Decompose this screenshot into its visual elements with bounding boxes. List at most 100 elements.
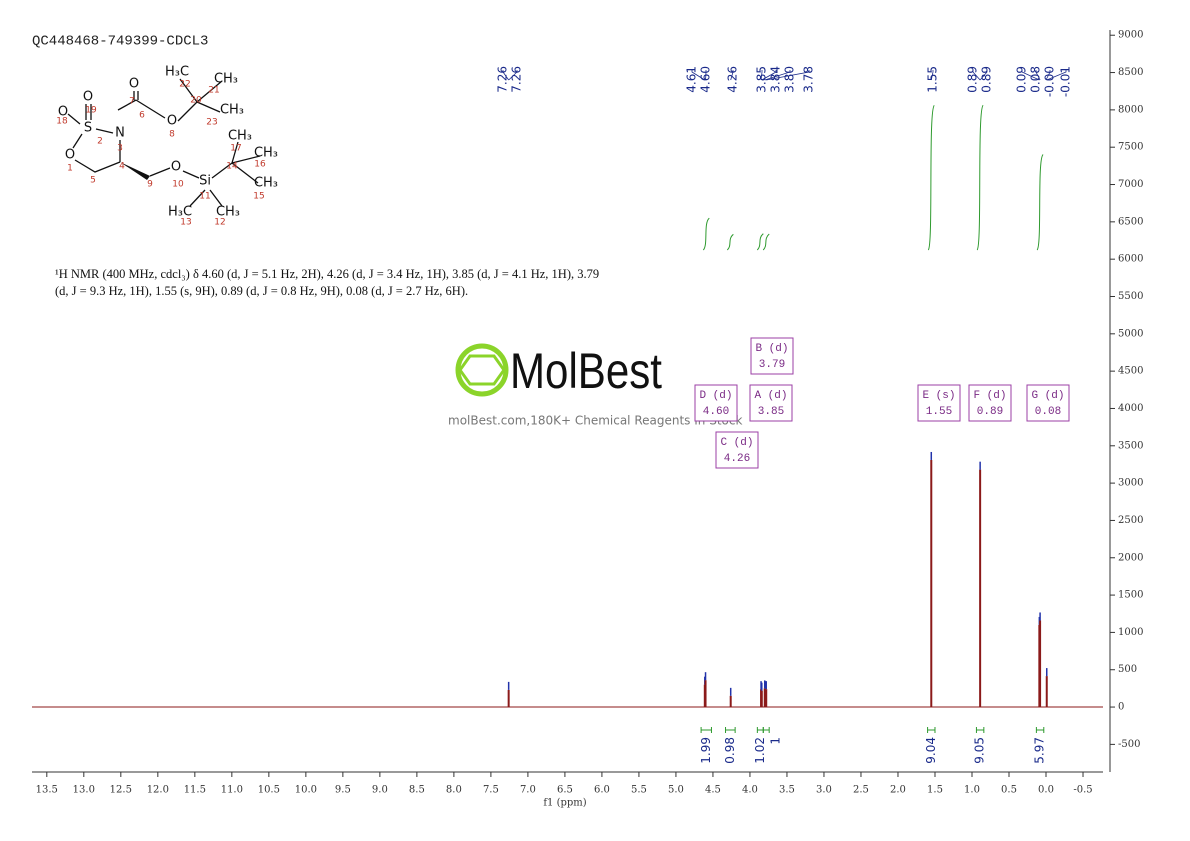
- description-text: ¹H NMR (400 MHz, cdcl₃) δ 4.60 (d, J = 5…: [55, 267, 600, 298]
- integral-label: 1: [769, 737, 783, 745]
- multiplet-name: C (d): [720, 437, 753, 449]
- x-tick-label: 7.5: [483, 785, 499, 796]
- atom-number: 20: [190, 96, 202, 106]
- atom-number: 19: [85, 106, 97, 116]
- x-tick-label: -0.5: [1073, 785, 1092, 796]
- y-tick-label: 7500: [1118, 142, 1143, 153]
- multiplet-box: [1026, 384, 1070, 422]
- y-tick-label: -500: [1118, 739, 1140, 750]
- x-tick-label: 11.5: [184, 785, 206, 796]
- peak-label: 0.89: [966, 66, 980, 93]
- multiplet-box: [694, 384, 738, 422]
- integral-bracket: [762, 727, 770, 733]
- y-tick-label: 9000: [1118, 30, 1143, 41]
- peak-label-leader: [730, 70, 734, 81]
- atom-label: O: [129, 77, 139, 92]
- y-tick-label: 4500: [1118, 366, 1143, 377]
- atom-label: H₃C: [168, 205, 192, 220]
- integral-label: 1.99: [699, 737, 713, 764]
- peak-label: 3.84: [769, 66, 783, 93]
- integral-label: 9.04: [924, 737, 938, 764]
- x-tick-label: 11.0: [221, 785, 243, 796]
- atom-label: H₃C: [165, 65, 189, 80]
- atom-number: 21: [208, 86, 219, 96]
- y-tick-label: 6500: [1118, 216, 1143, 227]
- multiplet-name: F (d): [973, 390, 1006, 402]
- multiplet-name: D (d): [699, 390, 732, 402]
- x-tick-label: 2.5: [853, 785, 869, 796]
- watermark-brand: MolBest: [510, 343, 662, 399]
- y-tick-label: 5500: [1118, 291, 1143, 302]
- atom-number: 17: [230, 144, 241, 154]
- peak-label: 0.09: [1015, 66, 1029, 93]
- x-tick-label: 4.0: [742, 785, 758, 796]
- atom-label: O: [171, 160, 181, 175]
- description: ¹H NMR (400 MHz, cdcl₃) δ 4.60 (d, J = 5…: [55, 267, 600, 298]
- x-tick-label: 6.5: [557, 785, 573, 796]
- peak-label: 0.08: [1029, 66, 1043, 93]
- y-tick-label: 1500: [1118, 590, 1143, 601]
- atom-label: Si: [199, 174, 211, 189]
- peak-label-leader: [1046, 70, 1067, 81]
- atom-label: CH₃: [216, 205, 240, 220]
- y-tick-label: 8000: [1118, 104, 1143, 115]
- multiplet-box: [750, 337, 794, 375]
- multiplet-shift: 3.85: [758, 406, 784, 418]
- integral-bracket: [927, 727, 936, 733]
- multiplet-box: [715, 431, 759, 469]
- x-tick-label: 12.5: [110, 785, 132, 796]
- peak-label: 0.89: [980, 66, 994, 93]
- atom-number: 12: [214, 218, 225, 228]
- y-tick-label: 3000: [1118, 478, 1143, 489]
- atom-label: O: [83, 90, 93, 105]
- peak-label-leader: [691, 70, 706, 81]
- x-tick-label: 13.5: [36, 785, 58, 796]
- multiplet-shift: 0.08: [1035, 406, 1061, 418]
- x-tick-label: 10.0: [295, 785, 317, 796]
- x-tick-label: 8.5: [409, 785, 425, 796]
- x-tick-label: 1.0: [964, 785, 980, 796]
- integral-bracket: [975, 727, 985, 733]
- x-tick-label: 10.5: [258, 785, 280, 796]
- integral-curve: [762, 233, 770, 251]
- peak-label-leader: [1021, 70, 1040, 81]
- peak-label-leader: [502, 70, 509, 81]
- multiplet-name: G (d): [1031, 390, 1064, 402]
- atom-number: 18: [56, 117, 68, 127]
- atom-number: 22: [179, 80, 190, 90]
- multiplet-box: [968, 384, 1012, 422]
- integral-label: 9.05: [973, 737, 987, 764]
- integral-curve: [756, 233, 764, 251]
- atom-number: 1: [67, 164, 73, 174]
- peak-label-leader: [972, 70, 981, 81]
- atom-number: 2: [97, 137, 103, 147]
- x-tick-label: 12.0: [147, 785, 169, 796]
- x-tick-label: 9.5: [335, 785, 351, 796]
- integral-label: 5.97: [1033, 737, 1047, 764]
- multiplet-box: [917, 384, 961, 422]
- atom-number: 13: [180, 218, 191, 228]
- y-tick-label: 8500: [1118, 67, 1143, 78]
- atom-label: CH₃: [214, 72, 238, 87]
- multiplet-name: B (d): [755, 343, 788, 355]
- watermark: MolBest molBest.com,180K+ Chemical Reage…: [448, 343, 742, 427]
- multiplet-name: E (s): [922, 390, 955, 402]
- x-axis-label: f1 (ppm): [543, 798, 586, 809]
- x-tick-label: 13.0: [73, 785, 95, 796]
- integral-curve: [1036, 154, 1044, 251]
- integral-curve: [927, 104, 935, 251]
- peak-label-leader: [979, 70, 988, 81]
- atom-label: O: [65, 148, 75, 163]
- atom-label: CH₃: [228, 129, 252, 144]
- peak-label-leader: [766, 70, 810, 81]
- multiplet-shift: 0.89: [977, 406, 1003, 418]
- atom-number: 10: [172, 180, 184, 190]
- atom-number: 11: [199, 192, 210, 202]
- atom-number: 6: [139, 111, 145, 121]
- x-tick-label: 5.0: [668, 785, 684, 796]
- integral-bracket: [1035, 727, 1045, 733]
- y-tick-label: 4000: [1118, 403, 1143, 414]
- x-tick-label: 0.0: [1038, 785, 1054, 796]
- x-tick-label: 3.0: [816, 785, 832, 796]
